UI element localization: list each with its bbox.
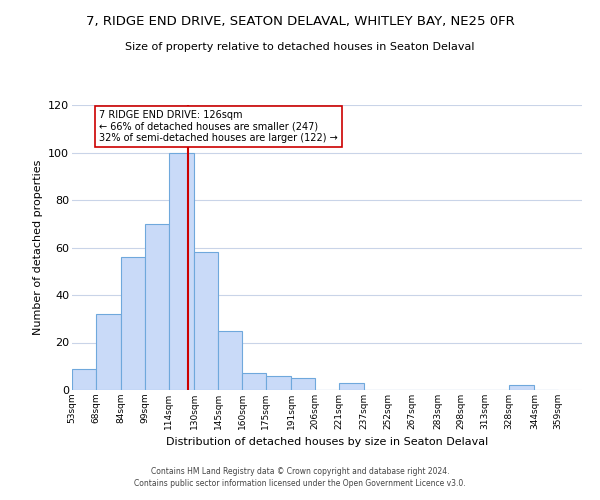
- Y-axis label: Number of detached properties: Number of detached properties: [32, 160, 43, 335]
- Bar: [72, 368, 96, 390]
- Bar: [218, 330, 242, 390]
- Bar: [169, 152, 194, 390]
- Bar: [194, 252, 218, 390]
- Text: Contains public sector information licensed under the Open Government Licence v3: Contains public sector information licen…: [134, 478, 466, 488]
- Bar: [509, 385, 535, 390]
- X-axis label: Distribution of detached houses by size in Seaton Delaval: Distribution of detached houses by size …: [166, 438, 488, 448]
- Bar: [339, 383, 364, 390]
- Bar: [242, 374, 266, 390]
- Bar: [145, 224, 169, 390]
- Text: 7, RIDGE END DRIVE, SEATON DELAVAL, WHITLEY BAY, NE25 0FR: 7, RIDGE END DRIVE, SEATON DELAVAL, WHIT…: [86, 15, 514, 28]
- Bar: [96, 314, 121, 390]
- Text: Size of property relative to detached houses in Seaton Delaval: Size of property relative to detached ho…: [125, 42, 475, 52]
- Text: Contains HM Land Registry data © Crown copyright and database right 2024.: Contains HM Land Registry data © Crown c…: [151, 467, 449, 476]
- Bar: [121, 257, 145, 390]
- Bar: [266, 376, 291, 390]
- Text: 7 RIDGE END DRIVE: 126sqm
← 66% of detached houses are smaller (247)
32% of semi: 7 RIDGE END DRIVE: 126sqm ← 66% of detac…: [99, 110, 338, 143]
- Bar: [291, 378, 315, 390]
